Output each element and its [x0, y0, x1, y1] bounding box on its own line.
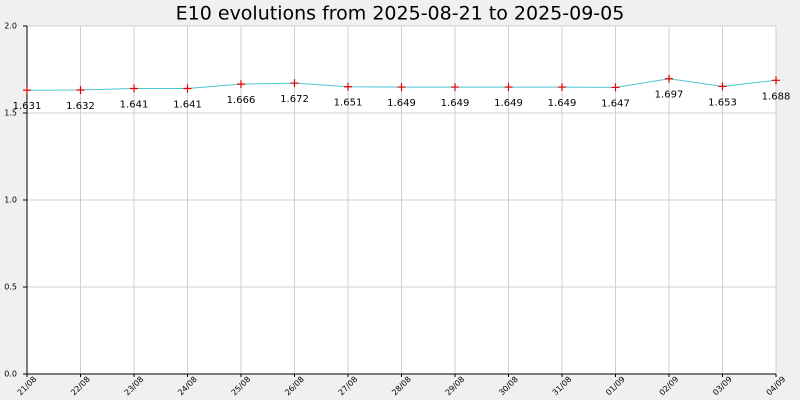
- marker: [237, 80, 245, 89]
- marker: [76, 86, 85, 95]
- data-label: 1.641: [120, 99, 149, 110]
- data-label: 1.649: [441, 98, 470, 109]
- marker: [451, 83, 459, 92]
- marker: [183, 84, 192, 93]
- marker: [772, 76, 780, 85]
- marker: [665, 74, 673, 83]
- y-tick-label: 0.0: [4, 370, 17, 379]
- data-label: 1.688: [762, 91, 791, 102]
- marker: [397, 83, 406, 92]
- y-tick-label: 2.0: [4, 22, 17, 31]
- marker: [290, 79, 299, 88]
- data-label: 1.651: [334, 98, 363, 109]
- marker: [23, 86, 31, 95]
- data-label: 1.649: [387, 98, 416, 109]
- marker: [718, 82, 727, 91]
- data-label: 1.672: [280, 94, 309, 105]
- marker: [504, 83, 513, 92]
- data-label: 1.647: [601, 98, 630, 109]
- chart-title: E10 evolutions from 2025-08-21 to 2025-0…: [176, 3, 625, 25]
- data-label: 1.641: [173, 99, 202, 110]
- data-label: 1.697: [655, 90, 684, 101]
- data-label: 1.666: [227, 95, 256, 106]
- y-tick-label: 1.5: [4, 109, 17, 118]
- marker: [611, 83, 620, 92]
- data-label: 1.631: [13, 101, 42, 112]
- y-tick-label: 1.0: [4, 196, 17, 205]
- marker: [344, 82, 352, 91]
- data-label: 1.653: [708, 97, 737, 108]
- data-label: 1.649: [548, 98, 577, 109]
- data-label: 1.649: [494, 98, 523, 109]
- marker: [558, 83, 566, 92]
- data-label: 1.632: [66, 101, 95, 112]
- marker: [130, 84, 138, 93]
- y-tick-label: 0.5: [4, 283, 17, 292]
